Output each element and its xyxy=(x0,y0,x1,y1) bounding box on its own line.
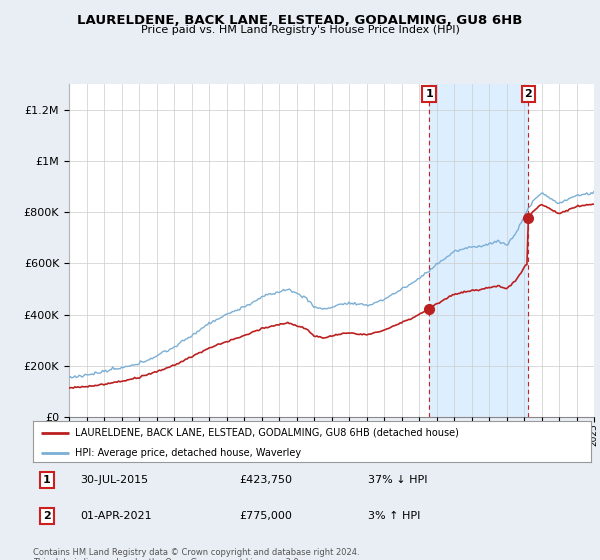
Text: 37% ↓ HPI: 37% ↓ HPI xyxy=(368,475,427,485)
Text: 3% ↑ HPI: 3% ↑ HPI xyxy=(368,511,420,521)
Text: 2: 2 xyxy=(524,89,532,99)
Text: LAURELDENE, BACK LANE, ELSTEAD, GODALMING, GU8 6HB (detached house): LAURELDENE, BACK LANE, ELSTEAD, GODALMIN… xyxy=(75,428,459,437)
Text: £775,000: £775,000 xyxy=(239,511,292,521)
Text: HPI: Average price, detached house, Waverley: HPI: Average price, detached house, Wave… xyxy=(75,448,301,458)
Text: 1: 1 xyxy=(425,89,433,99)
Text: Price paid vs. HM Land Registry's House Price Index (HPI): Price paid vs. HM Land Registry's House … xyxy=(140,25,460,35)
Text: Contains HM Land Registry data © Crown copyright and database right 2024.
This d: Contains HM Land Registry data © Crown c… xyxy=(33,548,359,560)
Text: £423,750: £423,750 xyxy=(239,475,292,485)
Text: 1: 1 xyxy=(43,475,51,485)
Text: 01-APR-2021: 01-APR-2021 xyxy=(80,511,152,521)
Bar xyxy=(429,84,529,417)
Text: 2: 2 xyxy=(43,511,51,521)
Text: 30-JUL-2015: 30-JUL-2015 xyxy=(80,475,149,485)
Text: LAURELDENE, BACK LANE, ELSTEAD, GODALMING, GU8 6HB: LAURELDENE, BACK LANE, ELSTEAD, GODALMIN… xyxy=(77,14,523,27)
